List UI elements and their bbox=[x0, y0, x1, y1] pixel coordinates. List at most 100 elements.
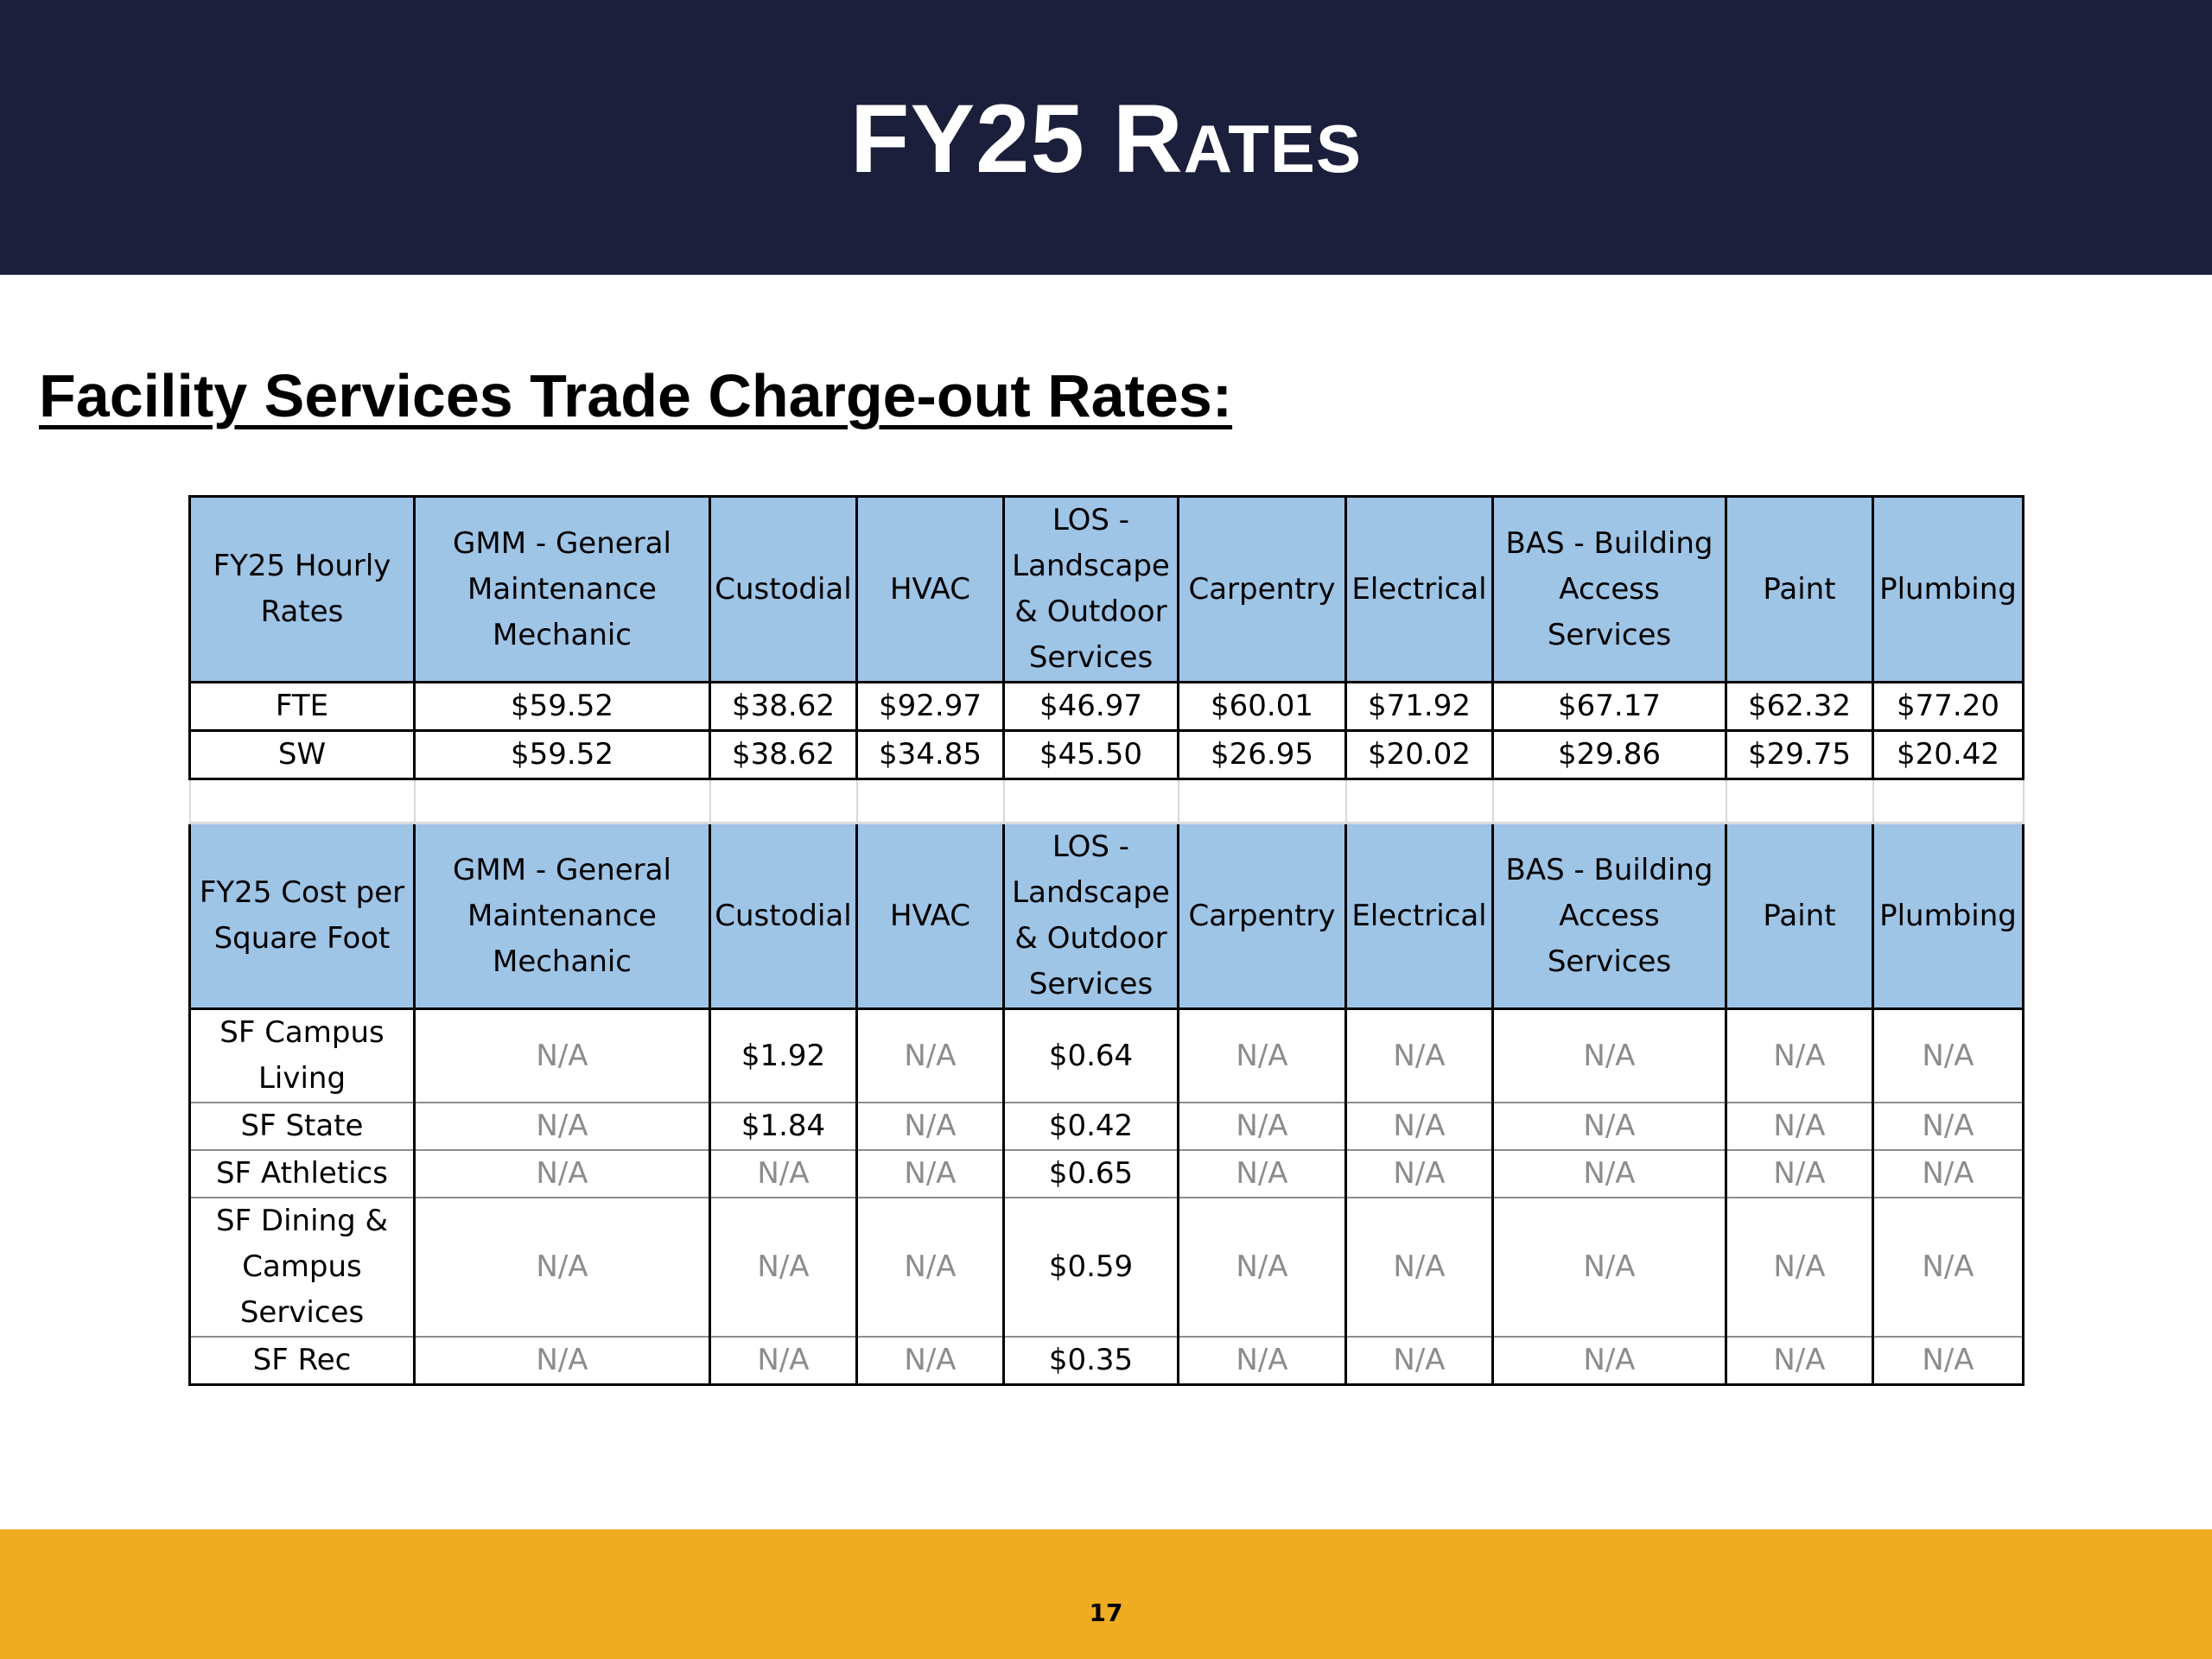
table-cell: N/A bbox=[1177, 1336, 1347, 1386]
header-cell: GMM - General Maintenance Mechanic bbox=[413, 495, 711, 683]
table-row: SF State N/A $1.84 N/A $0.42 N/A N/A N/A… bbox=[188, 1102, 2024, 1151]
table-cell: N/A bbox=[1177, 1149, 1347, 1198]
header-cell: GMM - General Maintenance Mechanic bbox=[413, 822, 711, 1010]
table-cell: N/A bbox=[413, 1102, 711, 1151]
table-cell: N/A bbox=[1344, 1007, 1494, 1103]
header-cell: Custodial bbox=[709, 822, 858, 1010]
table-cell: N/A bbox=[1491, 1102, 1727, 1151]
header-cell: BAS - Building Access Services bbox=[1491, 495, 1727, 683]
table-cell: $29.75 bbox=[1725, 729, 1874, 780]
table-cell: N/A bbox=[413, 1336, 711, 1386]
header-cell: Electrical bbox=[1344, 495, 1494, 683]
empty-cell bbox=[1177, 778, 1347, 824]
slide-title: FY25 Rates bbox=[850, 85, 1362, 193]
table-cell: $46.97 bbox=[1002, 681, 1179, 732]
header-cell: HVAC bbox=[855, 495, 1005, 683]
footer-band bbox=[0, 1529, 2212, 1659]
row-label: SF State bbox=[188, 1102, 416, 1151]
header-cell: Plumbing bbox=[1872, 822, 2024, 1010]
table-cell: N/A bbox=[1872, 1149, 2024, 1198]
table-cell: N/A bbox=[1344, 1197, 1494, 1338]
table-cell: N/A bbox=[1491, 1149, 1727, 1198]
table-cell: N/A bbox=[855, 1336, 1005, 1386]
table-cell: $45.50 bbox=[1002, 729, 1179, 780]
table-cell: N/A bbox=[1872, 1197, 2024, 1338]
row-label: SF Dining & Campus Services bbox=[188, 1197, 416, 1338]
hourly-header-row: FY25 Hourly Rates GMM - General Maintena… bbox=[188, 495, 2024, 683]
section-heading: Facility Services Trade Charge-out Rates… bbox=[39, 362, 1233, 429]
table-cell: $0.42 bbox=[1002, 1102, 1179, 1151]
table-cell: $26.95 bbox=[1177, 729, 1347, 780]
header-cell: HVAC bbox=[855, 822, 1005, 1010]
empty-cell bbox=[188, 778, 416, 824]
empty-cell bbox=[1491, 778, 1727, 824]
header-cell: Custodial bbox=[709, 495, 858, 683]
header-cell: Carpentry bbox=[1177, 495, 1347, 683]
empty-cell bbox=[1872, 778, 2024, 824]
empty-cell bbox=[1725, 778, 1874, 824]
table-cell: $0.59 bbox=[1002, 1197, 1179, 1338]
table-cell: N/A bbox=[855, 1197, 1005, 1338]
table-cell: N/A bbox=[1725, 1007, 1874, 1103]
row-label: SW bbox=[188, 729, 416, 780]
row-label: SF Campus Living bbox=[188, 1007, 416, 1103]
table-cell: N/A bbox=[1491, 1197, 1727, 1338]
table-cell: N/A bbox=[709, 1149, 858, 1198]
table-cell: N/A bbox=[413, 1197, 711, 1338]
header-cell: BAS - Building Access Services bbox=[1491, 822, 1727, 1010]
table-cell: $77.20 bbox=[1872, 681, 2024, 732]
table-cell: N/A bbox=[1872, 1336, 2024, 1386]
table-cell: N/A bbox=[1725, 1336, 1874, 1386]
table-cell: N/A bbox=[855, 1102, 1005, 1151]
table-cell: N/A bbox=[1725, 1197, 1874, 1338]
table-cell: N/A bbox=[855, 1149, 1005, 1198]
table-row: FTE $59.52 $38.62 $92.97 $46.97 $60.01 $… bbox=[188, 681, 2024, 732]
table-cell: N/A bbox=[709, 1336, 858, 1386]
header-cell: Paint bbox=[1725, 822, 1874, 1010]
table-cell: N/A bbox=[1725, 1149, 1874, 1198]
table-cell: N/A bbox=[1177, 1007, 1347, 1103]
table-cell: N/A bbox=[413, 1007, 711, 1103]
empty-cell bbox=[413, 778, 711, 824]
table-cell: $59.52 bbox=[413, 681, 711, 732]
header-cell: LOS - Landscape & Outdoor Services bbox=[1002, 495, 1179, 683]
table-cell: N/A bbox=[1872, 1007, 2024, 1103]
table-cell: N/A bbox=[855, 1007, 1005, 1103]
table-cell: N/A bbox=[1177, 1102, 1347, 1151]
table-cell: N/A bbox=[1491, 1007, 1727, 1103]
page-number: 17 bbox=[1089, 1599, 1123, 1627]
empty-cell bbox=[855, 778, 1005, 824]
table-cell: $92.97 bbox=[855, 681, 1005, 732]
row-label: SF Athletics bbox=[188, 1149, 416, 1198]
table-row: SF Campus Living N/A $1.92 N/A $0.64 N/A… bbox=[188, 1007, 2024, 1103]
table-row: SW $59.52 $38.62 $34.85 $45.50 $26.95 $2… bbox=[188, 729, 2024, 780]
rates-table: FY25 Hourly Rates GMM - General Maintena… bbox=[188, 495, 2024, 1386]
header-cell: Carpentry bbox=[1177, 822, 1347, 1010]
table-row: SF Rec N/A N/A N/A $0.35 N/A N/A N/A N/A… bbox=[188, 1336, 2024, 1386]
table-cell: $38.62 bbox=[709, 729, 858, 780]
header-cell: LOS - Landscape & Outdoor Services bbox=[1002, 822, 1179, 1010]
table-cell: $59.52 bbox=[413, 729, 711, 780]
empty-cell bbox=[1344, 778, 1494, 824]
table-cell: N/A bbox=[1491, 1336, 1727, 1386]
empty-cell bbox=[1002, 778, 1179, 824]
table-cell: N/A bbox=[1344, 1149, 1494, 1198]
table-cell: $0.65 bbox=[1002, 1149, 1179, 1198]
table-cell: N/A bbox=[1177, 1197, 1347, 1338]
table-row: SF Athletics N/A N/A N/A $0.65 N/A N/A N… bbox=[188, 1149, 2024, 1198]
table-cell: $38.62 bbox=[709, 681, 858, 732]
row-label: FTE bbox=[188, 681, 416, 732]
table-cell: $29.86 bbox=[1491, 729, 1727, 780]
row-label: SF Rec bbox=[188, 1336, 416, 1386]
sqft-header-row: FY25 Cost per Square Foot GMM - General … bbox=[188, 822, 2024, 1010]
header-cell: Paint bbox=[1725, 495, 1874, 683]
table-cell: $34.85 bbox=[855, 729, 1005, 780]
table-cell: $0.35 bbox=[1002, 1336, 1179, 1386]
title-band: FY25 Rates bbox=[0, 0, 2212, 275]
table-cell: $0.64 bbox=[1002, 1007, 1179, 1103]
table-cell: $60.01 bbox=[1177, 681, 1347, 732]
table-cell: $71.92 bbox=[1344, 681, 1494, 732]
header-cell: Electrical bbox=[1344, 822, 1494, 1010]
header-cell: FY25 Cost per Square Foot bbox=[188, 822, 416, 1010]
spacer-row bbox=[188, 778, 2024, 824]
